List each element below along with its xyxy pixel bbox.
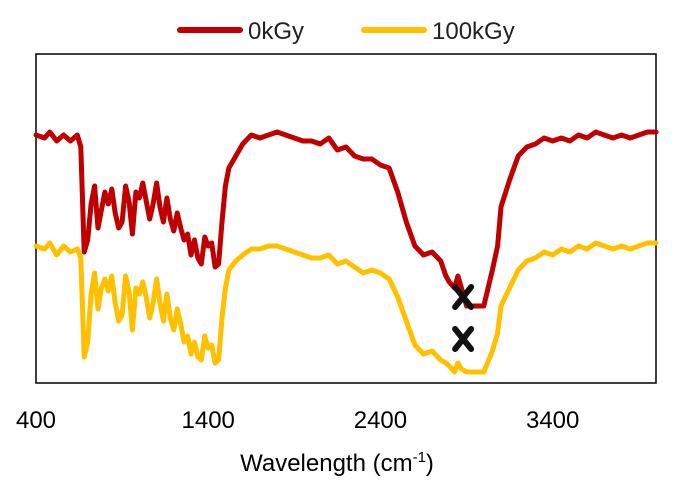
- x-tick-label: 400: [16, 407, 56, 434]
- x-axis-ticks: 400 1400 2400 3400: [16, 407, 579, 434]
- x-tick-label: 1400: [182, 407, 235, 434]
- x-axis-title-superscript: -1: [413, 449, 426, 466]
- x-tick-label: 2400: [354, 407, 407, 434]
- legend: 0kGy 100kGy: [177, 18, 515, 45]
- series-line-100kgy: [33, 240, 659, 375]
- series-line-0kgy: [33, 129, 659, 309]
- annotation-x-marker: [452, 326, 475, 352]
- x-axis-title-suffix: ): [426, 450, 434, 477]
- legend-label-0kgy: 0kGy: [248, 18, 304, 45]
- x-tick-label: 3400: [526, 407, 579, 434]
- x-axis-title: Wavelength (cm-1): [240, 449, 434, 477]
- annotation-markers: [452, 284, 475, 352]
- annotation-x-marker: [452, 284, 475, 310]
- plot-frame: [35, 53, 657, 384]
- legend-label-100kgy: 100kGy: [432, 18, 515, 45]
